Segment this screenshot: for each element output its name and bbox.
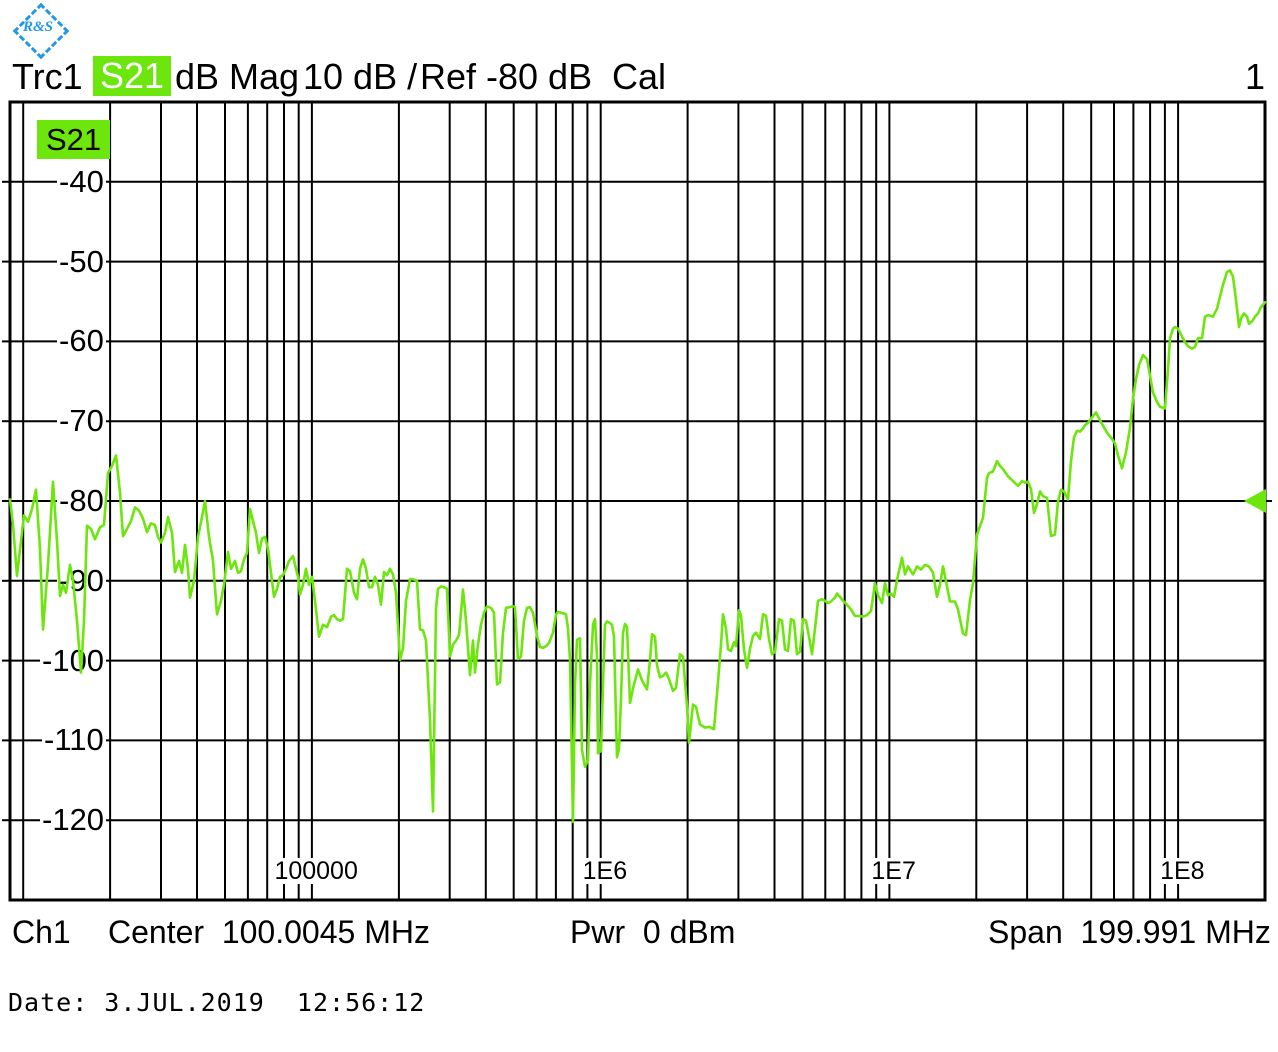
span-label: Span 199.991 MHz [988, 914, 1271, 950]
date-time-label: Date: 3.JUL.2019 12:56:12 [8, 988, 426, 1017]
meas-parameter-badge[interactable]: S21 [93, 56, 172, 96]
trace-number-label: 1 [1245, 56, 1266, 97]
scale-per-div-label: 10 dB / [303, 56, 418, 97]
cal-status-label: Cal [612, 56, 667, 97]
x-axis-tick-label: 100000 [271, 858, 361, 884]
trace-format-label: dB Mag [175, 56, 300, 97]
trace-name-label: Trc1 [12, 56, 83, 97]
trace-label-badge[interactable]: S21 [37, 120, 111, 159]
ref-level-marker-icon[interactable] [1244, 489, 1266, 513]
y-axis-tick-label: -70 [57, 403, 106, 439]
x-axis-tick-label: 1E6 [579, 858, 631, 884]
y-axis-tick-label: -80 [57, 483, 106, 518]
x-axis-tick-label: 1E7 [868, 858, 919, 884]
y-axis-tick-label: -90 [57, 562, 106, 598]
y-axis-tick-label: -100 [40, 642, 107, 678]
logo-text: R&S [22, 19, 54, 36]
rohde-schwarz-logo: R&S [12, 2, 70, 60]
center-freq-label: Center 100.0045 MHz [108, 914, 430, 950]
y-axis-tick-label: -60 [57, 323, 106, 359]
x-axis-tick-label: 1E8 [1157, 858, 1208, 884]
ref-level-label: Ref -80 dB [420, 56, 593, 97]
y-axis-tick-label: -120 [40, 802, 107, 838]
y-axis-tick-label: -40 [57, 163, 106, 199]
power-label: Pwr 0 dBm [570, 914, 736, 950]
y-axis-tick-label: -50 [57, 243, 106, 279]
channel-label: Ch1 [12, 914, 71, 950]
y-axis-tick-label: -110 [42, 722, 106, 758]
s21-trace[interactable] [8, 269, 1267, 824]
